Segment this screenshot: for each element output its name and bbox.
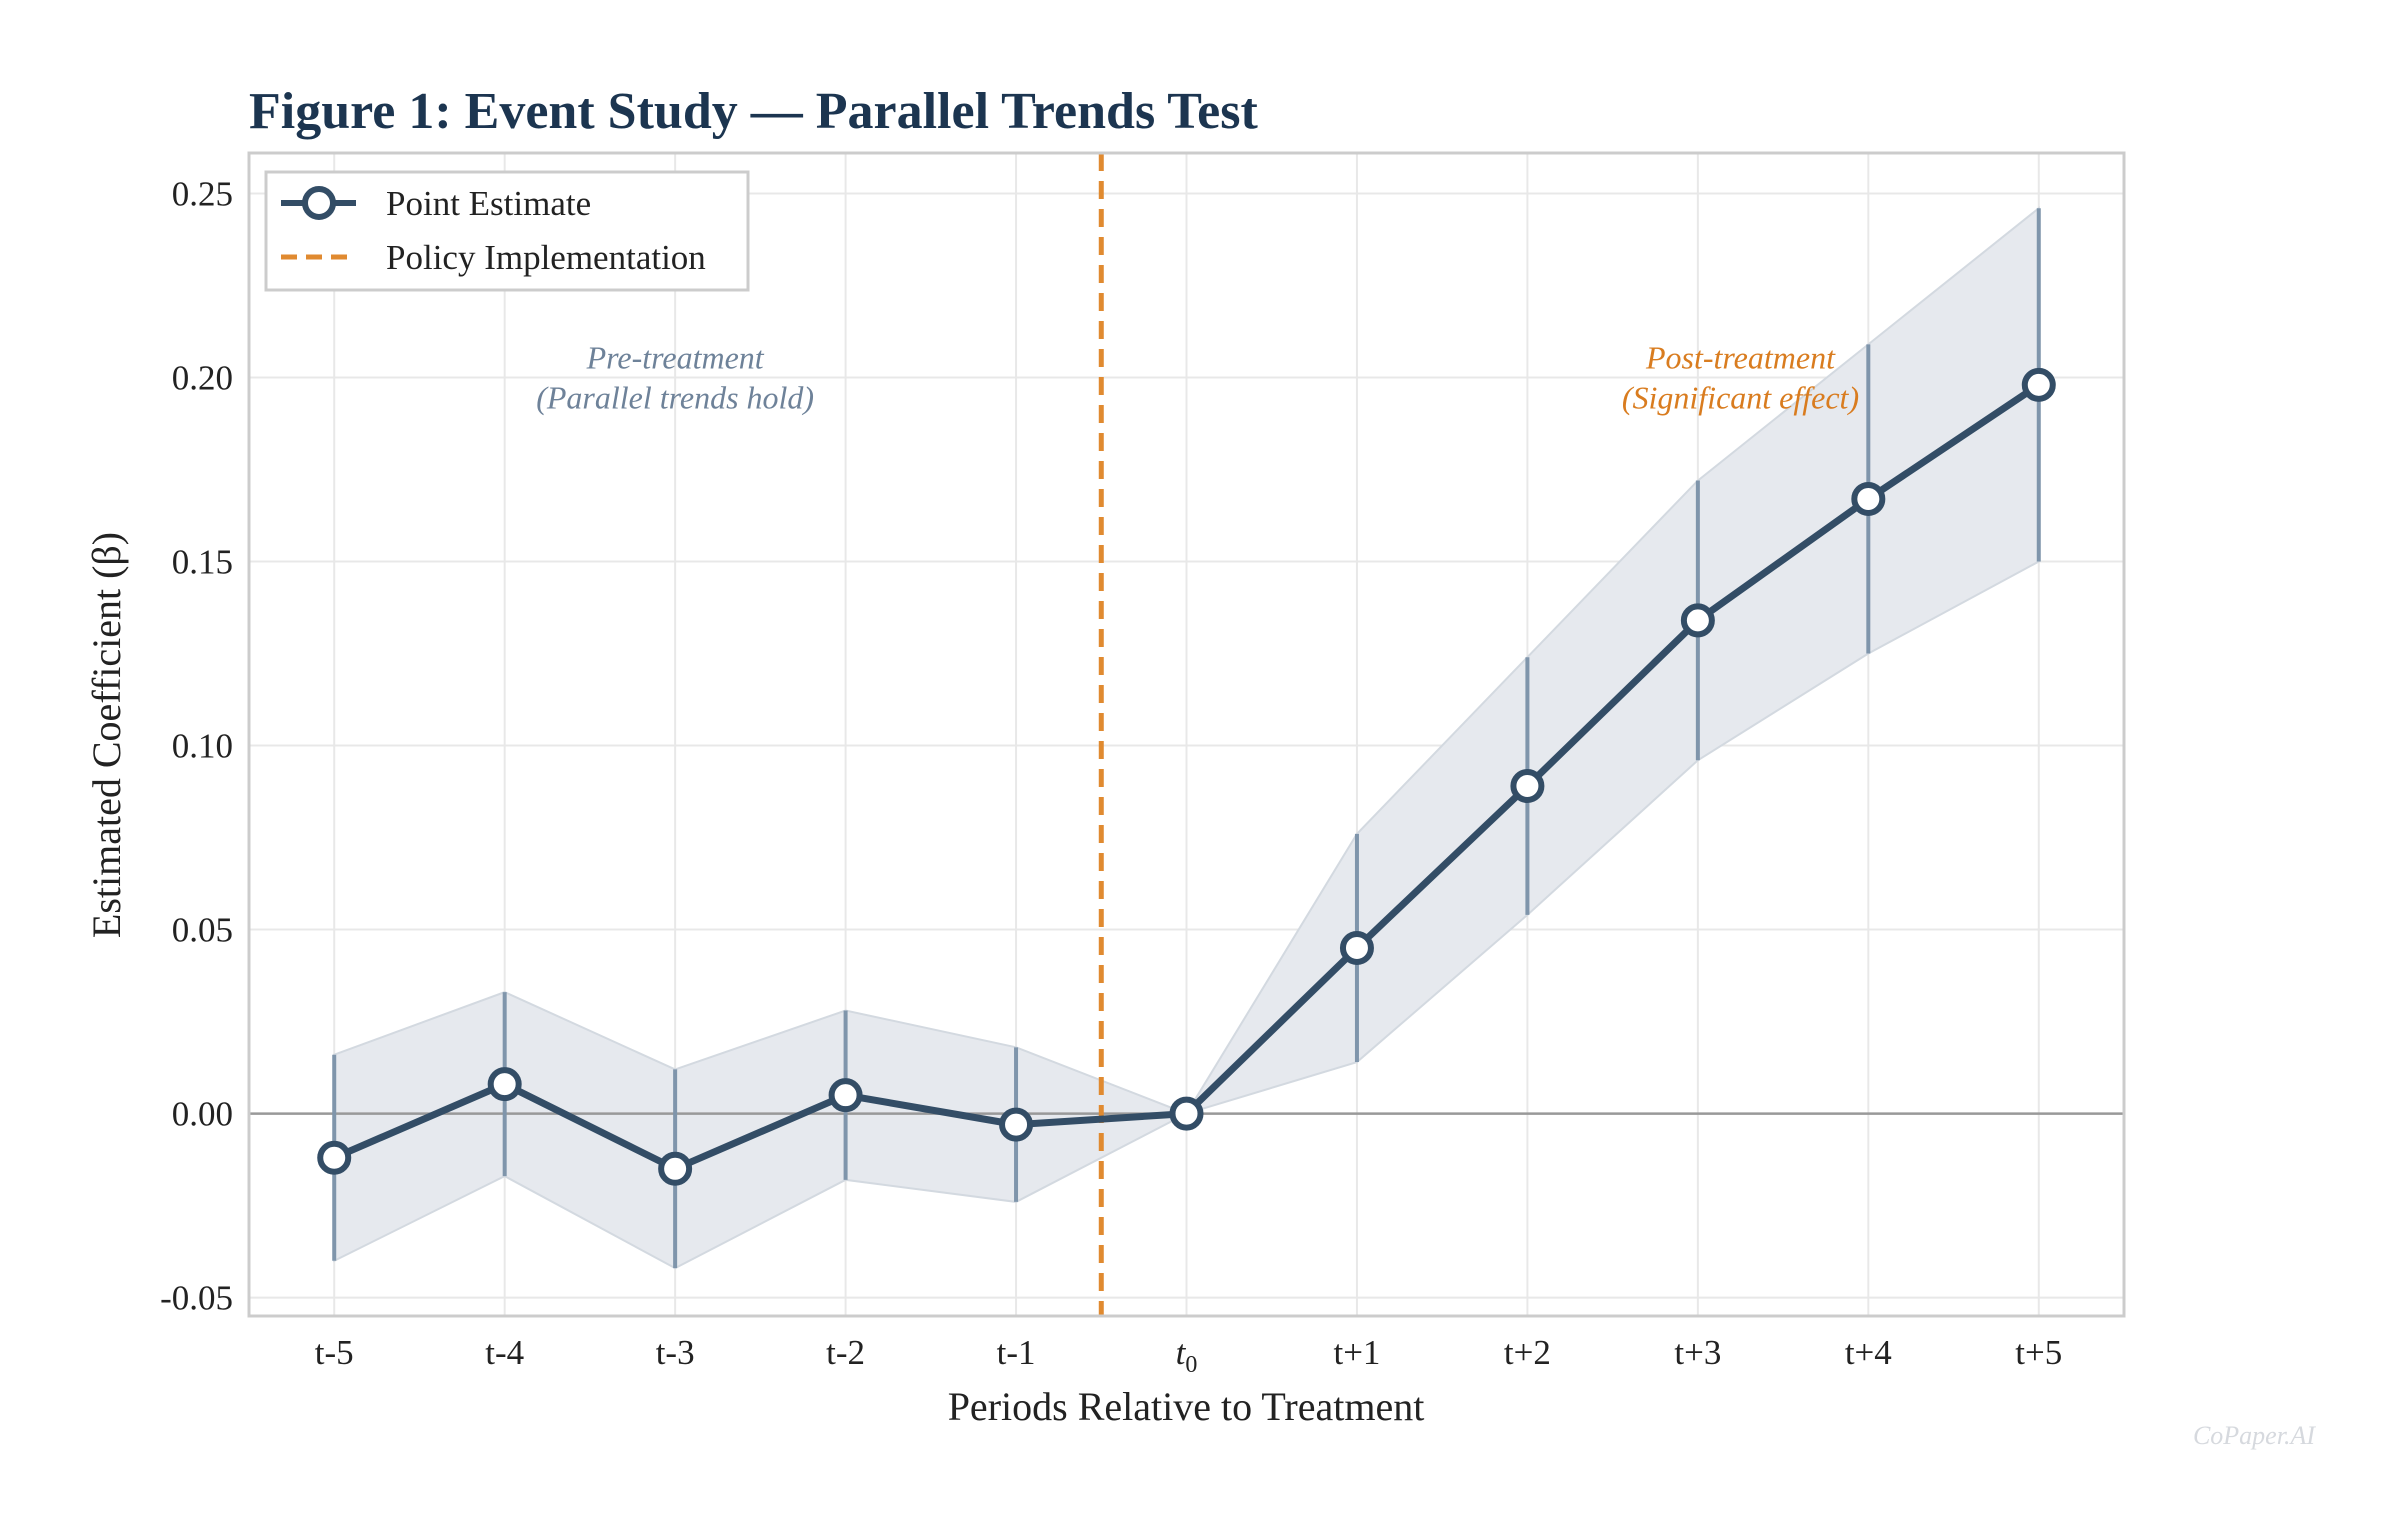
series-point-estimate — [317, 367, 2056, 1186]
data-point-t-5 — [317, 1140, 352, 1175]
y-axis-label: Estimated Coefficient (β) — [84, 532, 129, 938]
legend-label-point-estimate: Point Estimate — [386, 184, 591, 223]
plot-frame — [247, 151, 2126, 1318]
x-tick-label-t-2: t-2 — [826, 1333, 865, 1372]
y-tick-label-1: 0.00 — [172, 1095, 233, 1134]
data-point-t-2 — [828, 1078, 863, 1113]
x-tick-label-t-3: t-3 — [656, 1333, 695, 1372]
chart-title: Figure 1: Event Study — Parallel Trends … — [249, 83, 1258, 140]
annotation-pre-line-1: (Parallel trends hold) — [536, 380, 814, 416]
data-point-t-1 — [999, 1107, 1034, 1142]
x-tick-label-t-1: t-1 — [997, 1333, 1036, 1372]
legend-marker-swatch — [302, 186, 336, 220]
annotation-post-line-0: Post-treatment — [1645, 340, 1836, 376]
annotation-pre-line-0: Pre-treatment — [586, 340, 765, 376]
watermark: CoPaper.AI — [2193, 1421, 2316, 1450]
legend-box — [264, 170, 750, 292]
x-tick-label-t+3: t+3 — [1674, 1333, 1721, 1372]
y-tick-label-0: -0.05 — [160, 1279, 233, 1318]
x-tick-label-t+5: t+5 — [2015, 1333, 2062, 1372]
data-point-t+2 — [1510, 769, 1545, 804]
y-tick-label-6: 0.25 — [172, 174, 233, 213]
x-tick-label-t+2: t+2 — [1504, 1333, 1551, 1372]
x-axis-ticks: t-5 t-4 t-3 t-2 t-1 t0 t+1 t+2 t+3 t+4 t+5 — [315, 1333, 2062, 1378]
data-point-t+5 — [2021, 367, 2056, 402]
data-point-t+4 — [1851, 481, 1886, 516]
data-point-t-4 — [487, 1067, 522, 1102]
x-tick-label-t-4: t-4 — [485, 1333, 524, 1372]
y-tick-label-4: 0.15 — [172, 543, 233, 582]
x-tick-label-t+4: t+4 — [1845, 1333, 1892, 1372]
data-point-t+1 — [1339, 930, 1374, 965]
data-point-t-3 — [658, 1151, 693, 1186]
y-tick-label-2: 0.05 — [172, 911, 233, 950]
data-point-t+3 — [1680, 603, 1715, 638]
annotations: Pre-treatment (Parallel trends hold) Post-… — [536, 340, 1859, 416]
x-tick-label-t0: t0 — [1176, 1333, 1198, 1378]
legend: Point Estimate Policy Implementation — [264, 170, 750, 292]
x-tick-label-t-5: t-5 — [315, 1333, 354, 1372]
x-axis-label: Periods Relative to Treatment — [948, 1384, 1425, 1429]
y-tick-label-5: 0.20 — [172, 359, 233, 398]
x-tick-label-t+1: t+1 — [1333, 1333, 1380, 1372]
legend-label-policy-implementation: Policy Implementation — [386, 238, 706, 277]
y-tick-label-3: 0.10 — [172, 727, 233, 766]
y-axis-ticks: -0.05 0.00 0.05 0.10 0.15 0.20 0.25 — [160, 174, 233, 1317]
annotation-post-line-1: (Significant effect) — [1622, 380, 1859, 416]
data-point-t0 — [1169, 1096, 1204, 1131]
